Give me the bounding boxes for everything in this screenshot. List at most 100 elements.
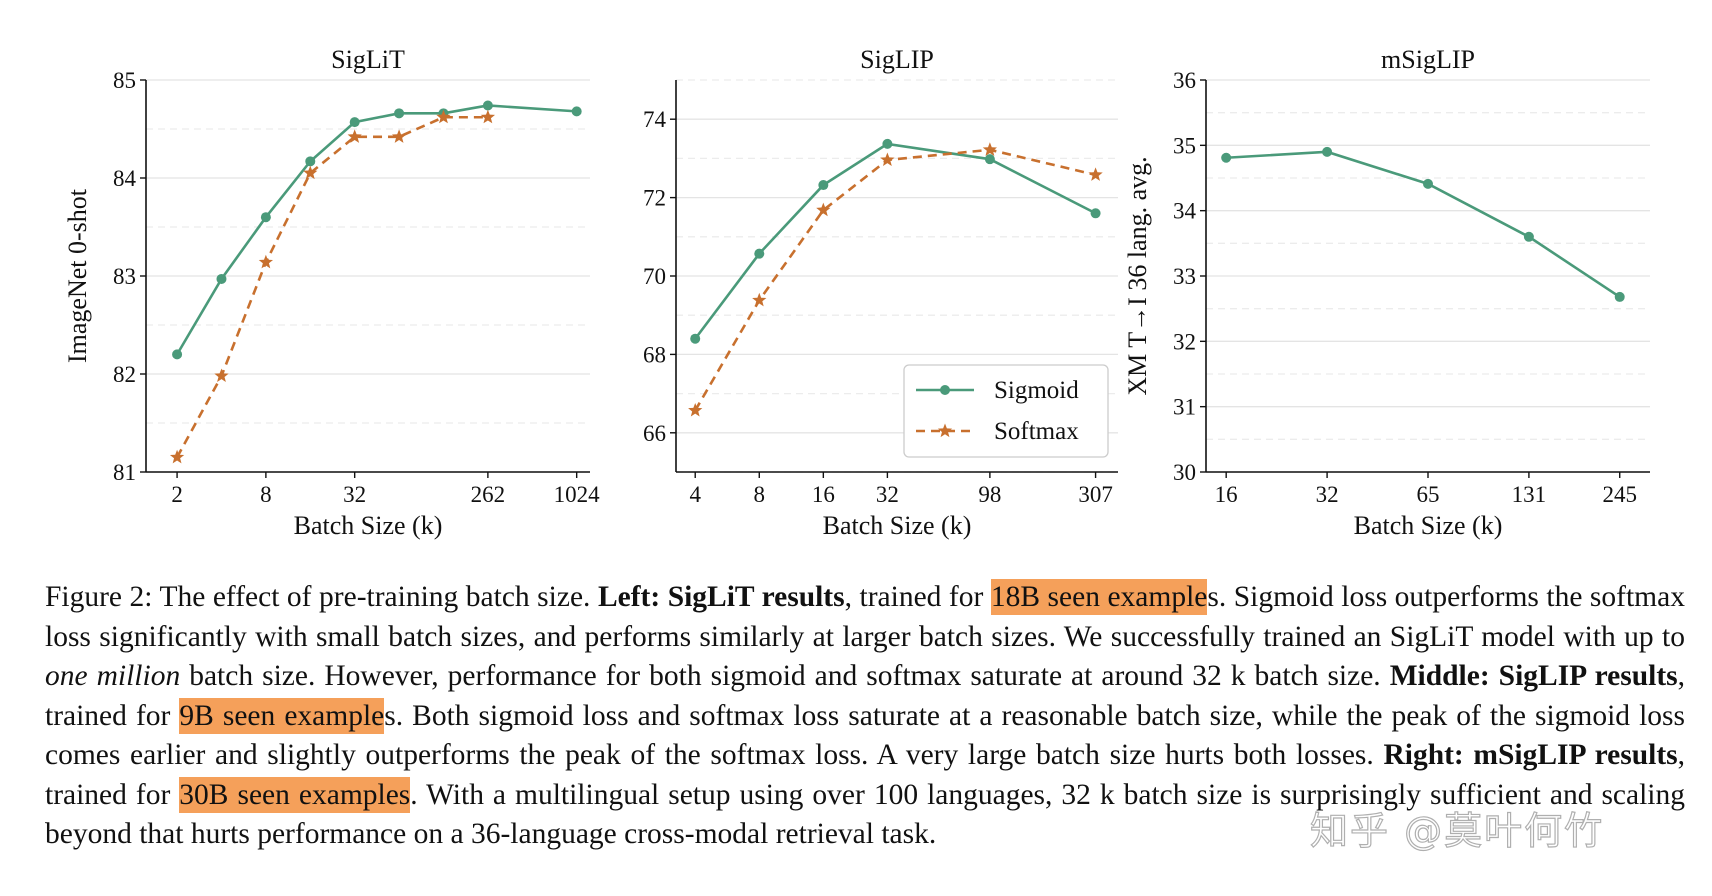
caption-text: , trained for — [45, 739, 1686, 811]
legend-marker-sigmoid — [940, 385, 950, 395]
y-tick-label: 35 — [1173, 133, 1196, 158]
data-point-softmax — [169, 449, 185, 464]
data-point-sigmoid — [260, 212, 271, 223]
legend-label: Sigmoid — [994, 377, 1079, 404]
caption-left-label: Left: SigLiT results — [597, 581, 845, 613]
x-tick-label: 32 — [876, 482, 899, 507]
data-point-sigmoid — [882, 138, 893, 149]
data-point-softmax — [347, 129, 362, 143]
y-tick-label: 32 — [1173, 329, 1196, 354]
data-point-softmax — [258, 254, 274, 269]
data-point-sigmoid — [1322, 146, 1333, 157]
series-line-sigmoid — [694, 142, 1097, 340]
caption-text: s. Both sigmoid loss and softmax loss sa… — [45, 699, 1685, 772]
figure-caption: Figure 2: The effect of pre-training bat… — [45, 578, 1685, 855]
x-tick-label: 245 — [1602, 482, 1637, 507]
y-tick-label: 72 — [643, 186, 666, 211]
data-point-softmax — [391, 129, 407, 143]
x-tick-label: 65 — [1417, 482, 1440, 507]
data-point-sigmoid — [1423, 178, 1433, 189]
data-point-sigmoid — [1523, 231, 1534, 242]
caption-text: s. Sigmoid loss outperforms the softmax … — [45, 581, 1685, 653]
y-tick-label: 66 — [643, 421, 666, 446]
x-tick-label: 32 — [343, 482, 366, 507]
y-axis-label: ImageNet 0-shot — [63, 188, 92, 363]
data-point-sigmoid — [571, 106, 582, 117]
caption-figure-label: Figure 2: The effect of pre-training bat… — [45, 581, 591, 613]
series-line-softmax — [694, 148, 1096, 412]
legend-box — [903, 364, 1109, 458]
chart-siglip: 66 68 70 72 74 4 8 16 32 98 307 SigLIP Batch Size (k… — [643, 45, 1118, 540]
x-axis-label: Batch Size (k) — [823, 511, 972, 540]
legend-label: Softmax — [994, 418, 1079, 445]
x-tick-label: 32 — [1316, 482, 1339, 507]
chart-title: SigLIP — [860, 45, 934, 74]
data-point-softmax — [688, 402, 703, 417]
data-point-softmax — [816, 202, 831, 217]
x-tick-label: 4 — [689, 482, 701, 507]
caption-highlight-18b: 18B seen example — [990, 579, 1208, 615]
legend-marker-softmax — [937, 423, 953, 438]
x-tick-label: 16 — [1215, 482, 1238, 507]
data-point-softmax — [436, 109, 451, 124]
y-tick-label: 70 — [643, 264, 666, 289]
caption-italic-one-million: one million — [45, 660, 181, 692]
y-tick-label: 31 — [1173, 395, 1196, 420]
data-point-sigmoid — [818, 180, 829, 191]
y-tick-label: 68 — [643, 342, 666, 367]
data-point-softmax — [214, 368, 229, 383]
x-tick-label: 8 — [260, 482, 272, 507]
caption-highlight-30b: 30B seen examples — [179, 776, 411, 813]
y-tick-label: 82 — [113, 362, 136, 387]
x-tick-label: 2 — [171, 482, 183, 507]
data-point-softmax — [982, 142, 998, 156]
x-tick-label: 307 — [1078, 482, 1113, 507]
chart-msiglip: 30 31 32 33 34 35 36 16 32 65 131 245 mSigLIP Batch S… — [1123, 45, 1650, 540]
y-axis-label: XM T→I 36 lang. avg. — [1123, 156, 1152, 395]
y-tick-label: 85 — [113, 68, 136, 93]
caption-highlight-9b: 9B seen example — [179, 697, 385, 734]
data-point-sigmoid — [1221, 152, 1232, 163]
series-line-sigmoid — [175, 104, 577, 356]
x-tick-label: 131 — [1512, 482, 1547, 507]
y-tick-label: 30 — [1173, 460, 1196, 485]
series-line-sigmoid — [1226, 150, 1621, 298]
x-tick-label: 16 — [812, 482, 835, 507]
data-point-sigmoid — [216, 273, 227, 284]
series-line-softmax — [175, 115, 488, 458]
x-tick-label: 262 — [471, 482, 506, 507]
caption-text: . With a multilingual setup using over 1… — [45, 778, 1686, 851]
data-point-softmax — [1088, 167, 1103, 181]
chart-title: SigLiT — [331, 45, 405, 74]
x-tick-label: 8 — [754, 482, 766, 507]
x-axis-label: Batch Size (k) — [294, 511, 443, 540]
data-point-sigmoid — [690, 333, 701, 344]
caption-text: , trained for — [45, 660, 1686, 732]
data-point-sigmoid — [984, 154, 995, 165]
y-tick-label: 84 — [113, 166, 137, 191]
x-tick-label: 1024 — [554, 482, 601, 507]
y-tick-label: 33 — [1173, 264, 1196, 289]
data-point-softmax — [480, 109, 496, 124]
y-tick-label: 81 — [113, 460, 136, 485]
data-point-sigmoid — [1090, 208, 1101, 219]
caption-text: , trained for — [844, 581, 984, 613]
data-point-sigmoid — [172, 349, 183, 360]
caption-middle-label: Middle: SigLIP results — [1389, 660, 1678, 692]
chart-siglit: 81 82 83 84 85 2 8 32 262 1024 SigLiT Batch Size (k… — [63, 45, 600, 540]
y-tick-label: 83 — [113, 264, 136, 289]
y-tick-label: 34 — [1173, 199, 1197, 224]
data-point-sigmoid — [1614, 291, 1625, 302]
data-point-sigmoid — [394, 108, 405, 119]
y-tick-label: 36 — [1173, 68, 1196, 93]
data-point-softmax — [880, 152, 895, 167]
data-point-softmax — [752, 292, 767, 307]
data-point-sigmoid — [754, 248, 765, 259]
caption-text: batch size. However, performance for bot… — [189, 660, 1381, 692]
x-tick-label: 98 — [978, 482, 1001, 507]
data-point-sigmoid — [305, 156, 316, 167]
data-point-sigmoid — [349, 117, 360, 128]
data-point-softmax — [303, 165, 318, 180]
x-axis-label: Batch Size (k) — [1354, 511, 1503, 540]
